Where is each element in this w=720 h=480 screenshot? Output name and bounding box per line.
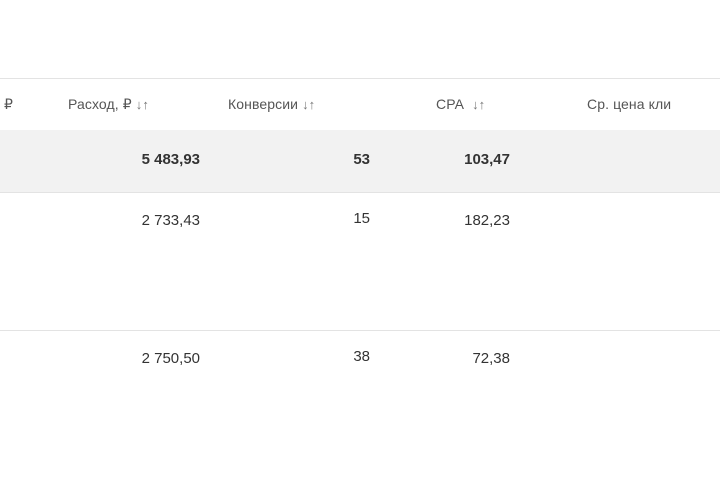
- total-cpa: 103,47: [464, 151, 510, 168]
- row-divider: [0, 192, 720, 193]
- sort-arrows-icon[interactable]: ↓↑: [472, 97, 486, 112]
- row-divider: [0, 330, 720, 331]
- table-row[interactable]: 2 750,50 38 72,38: [0, 331, 720, 480]
- sort-arrows-icon[interactable]: ↓↑: [135, 97, 149, 112]
- table-header-row: , ₽ Расход, ₽↓↑ Конверсии↓↑ CPA↓↑ Ср. це…: [0, 79, 720, 129]
- row-cost: 2 733,43: [141, 212, 200, 229]
- table-total-row: 5 483,93 53 103,47: [0, 130, 720, 192]
- row-cpa: 182,23: [464, 212, 510, 229]
- column-header-cost-label: Расход, ₽: [68, 96, 132, 112]
- row-conversions: 15: [353, 210, 370, 227]
- column-header-cpa[interactable]: CPA ↓↑: [436, 94, 485, 115]
- row-conversions: 38: [353, 348, 370, 365]
- table-row[interactable]: 2 733,43 15 182,23: [0, 193, 720, 330]
- row-cost: 2 750,50: [141, 350, 200, 367]
- column-header-cpa-label: CPA: [436, 96, 465, 112]
- column-header-cost[interactable]: Расход, ₽ ↓↑: [68, 94, 149, 115]
- total-cost: 5 483,93: [141, 151, 200, 168]
- table-top-divider: [0, 78, 720, 79]
- column-header-conversions[interactable]: Конверсии ↓↑: [228, 94, 315, 115]
- total-conversions: 53: [353, 151, 370, 168]
- column-header-avg-click-price[interactable]: Ср. цена кли: [587, 96, 672, 112]
- column-header-conversions-label: Конверсии: [228, 96, 299, 112]
- row-cpa: 72,38: [472, 350, 510, 367]
- column-header-prev: , ₽: [0, 96, 13, 112]
- sort-arrows-icon[interactable]: ↓↑: [302, 97, 316, 112]
